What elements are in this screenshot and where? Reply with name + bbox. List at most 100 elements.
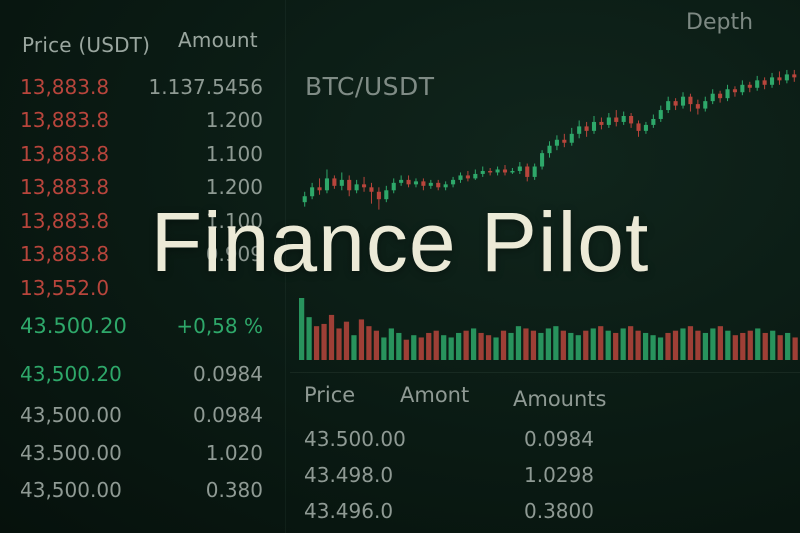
- trades-amount-header[interactable]: Amont: [400, 383, 470, 407]
- bid-row[interactable]: 43,500.00 0.0984: [0, 403, 285, 433]
- candle-body[interactable]: [614, 117, 619, 122]
- candle-body[interactable]: [384, 190, 389, 200]
- candle-body[interactable]: [703, 101, 708, 109]
- candle-body[interactable]: [725, 89, 730, 99]
- candle-body[interactable]: [354, 184, 359, 191]
- trade-row[interactable]: 43.500.00 0.0984: [290, 427, 800, 461]
- candle-body[interactable]: [532, 166, 537, 177]
- candle-body[interactable]: [369, 187, 374, 192]
- trade-row[interactable]: 43.498.0 1.0298: [290, 463, 800, 497]
- depth-tab[interactable]: Depth: [686, 10, 754, 35]
- volume-bar: [373, 330, 380, 360]
- ask-row[interactable]: 13,552.0: [0, 276, 285, 306]
- candle-body[interactable]: [376, 191, 381, 200]
- candle-body[interactable]: [436, 182, 441, 188]
- trade-row[interactable]: 43.496.0 0.3800: [290, 499, 800, 533]
- candle-body[interactable]: [732, 89, 737, 93]
- candle-body[interactable]: [554, 139, 559, 146]
- candle-body[interactable]: [651, 118, 656, 125]
- bid-row[interactable]: 43,500.20 0.0984: [0, 362, 285, 392]
- bid-row[interactable]: 43,500.00 0.380: [0, 478, 285, 508]
- volume-bar: [672, 330, 679, 360]
- candle-body[interactable]: [428, 182, 433, 186]
- candlestick-chart[interactable]: [295, 60, 800, 370]
- candle-body[interactable]: [413, 181, 419, 185]
- candle-body[interactable]: [510, 170, 515, 173]
- candle-body[interactable]: [547, 145, 552, 154]
- candle-body[interactable]: [599, 121, 604, 125]
- candle-body[interactable]: [465, 175, 470, 179]
- candle-body[interactable]: [784, 74, 789, 81]
- candle-body[interactable]: [458, 175, 463, 180]
- candle-body[interactable]: [399, 179, 404, 183]
- trade-price: 43.500.00: [304, 427, 406, 451]
- price-column-header[interactable]: Price (USDT): [22, 33, 151, 57]
- candle-body[interactable]: [495, 169, 500, 173]
- candle-body[interactable]: [332, 178, 337, 186]
- candle-body[interactable]: [762, 80, 767, 85]
- volume-bar: [770, 330, 776, 360]
- candle-body[interactable]: [740, 84, 745, 93]
- candle-body[interactable]: [673, 101, 678, 106]
- candle-body[interactable]: [406, 179, 411, 185]
- candle-body[interactable]: [755, 80, 760, 88]
- volume-bar: [635, 330, 641, 360]
- candle-body[interactable]: [488, 170, 493, 173]
- candle-body[interactable]: [525, 166, 530, 177]
- candle-body[interactable]: [695, 104, 700, 109]
- candle-body[interactable]: [584, 126, 589, 131]
- candle-body[interactable]: [577, 126, 582, 134]
- candle-body[interactable]: [473, 173, 478, 179]
- candle-body[interactable]: [347, 179, 352, 191]
- candle-body[interactable]: [502, 169, 508, 173]
- candle-body[interactable]: [629, 116, 634, 124]
- candle-body[interactable]: [666, 101, 671, 111]
- candle-body[interactable]: [421, 181, 426, 186]
- candle-body[interactable]: [569, 133, 574, 143]
- candle-body[interactable]: [680, 96, 686, 106]
- candle-body[interactable]: [339, 179, 344, 186]
- ask-row[interactable]: 13,883.8 1.100: [0, 209, 285, 239]
- candle-body[interactable]: [317, 187, 322, 191]
- candle-body[interactable]: [517, 166, 522, 171]
- candle-body[interactable]: [777, 77, 782, 81]
- candle-body[interactable]: [480, 170, 485, 174]
- candle-body[interactable]: [391, 182, 396, 191]
- candle-body[interactable]: [710, 93, 715, 102]
- trades-price-header[interactable]: Price: [304, 383, 356, 407]
- candle-body[interactable]: [718, 93, 723, 99]
- amount-column-header[interactable]: Amount: [178, 28, 258, 52]
- bid-row[interactable]: 43.500.00 1.020: [0, 441, 285, 471]
- ask-row[interactable]: 13,883.8 1.137.5456: [0, 75, 285, 105]
- candle-body[interactable]: [302, 196, 307, 203]
- trades-amounts-header[interactable]: Amounts: [513, 387, 607, 411]
- volume-bar: [336, 328, 342, 360]
- candle-body[interactable]: [562, 139, 567, 143]
- candle-body[interactable]: [362, 184, 367, 188]
- ask-row[interactable]: 13,883.8 1.200: [0, 175, 285, 205]
- bid-price: 43,500.00: [20, 403, 122, 427]
- candle-body[interactable]: [621, 116, 626, 122]
- candle-body[interactable]: [443, 184, 448, 188]
- candle-body[interactable]: [606, 117, 611, 125]
- candle-body[interactable]: [688, 96, 693, 105]
- ask-row[interactable]: 13,883.8 0.909: [0, 242, 285, 272]
- volume-bar: [441, 335, 447, 360]
- candle-body[interactable]: [658, 110, 663, 119]
- candle-body[interactable]: [451, 179, 456, 185]
- candle-body[interactable]: [792, 74, 797, 78]
- candle-body[interactable]: [747, 84, 752, 88]
- candle-body[interactable]: [643, 124, 648, 131]
- ask-row[interactable]: 13,883.8 1.200: [0, 108, 285, 138]
- candle-body[interactable]: [636, 123, 641, 131]
- volume-bar: [560, 330, 566, 360]
- candle-body[interactable]: [324, 178, 330, 191]
- volume-bar: [299, 298, 305, 360]
- volume-bar: [665, 332, 671, 360]
- candle-body[interactable]: [310, 187, 315, 197]
- candle-body[interactable]: [540, 153, 545, 167]
- candle-body[interactable]: [591, 121, 597, 131]
- ask-amount: 1.137.5456: [148, 75, 263, 99]
- candle-body[interactable]: [769, 77, 775, 85]
- ask-row[interactable]: 13,883.8 1.100: [0, 142, 285, 172]
